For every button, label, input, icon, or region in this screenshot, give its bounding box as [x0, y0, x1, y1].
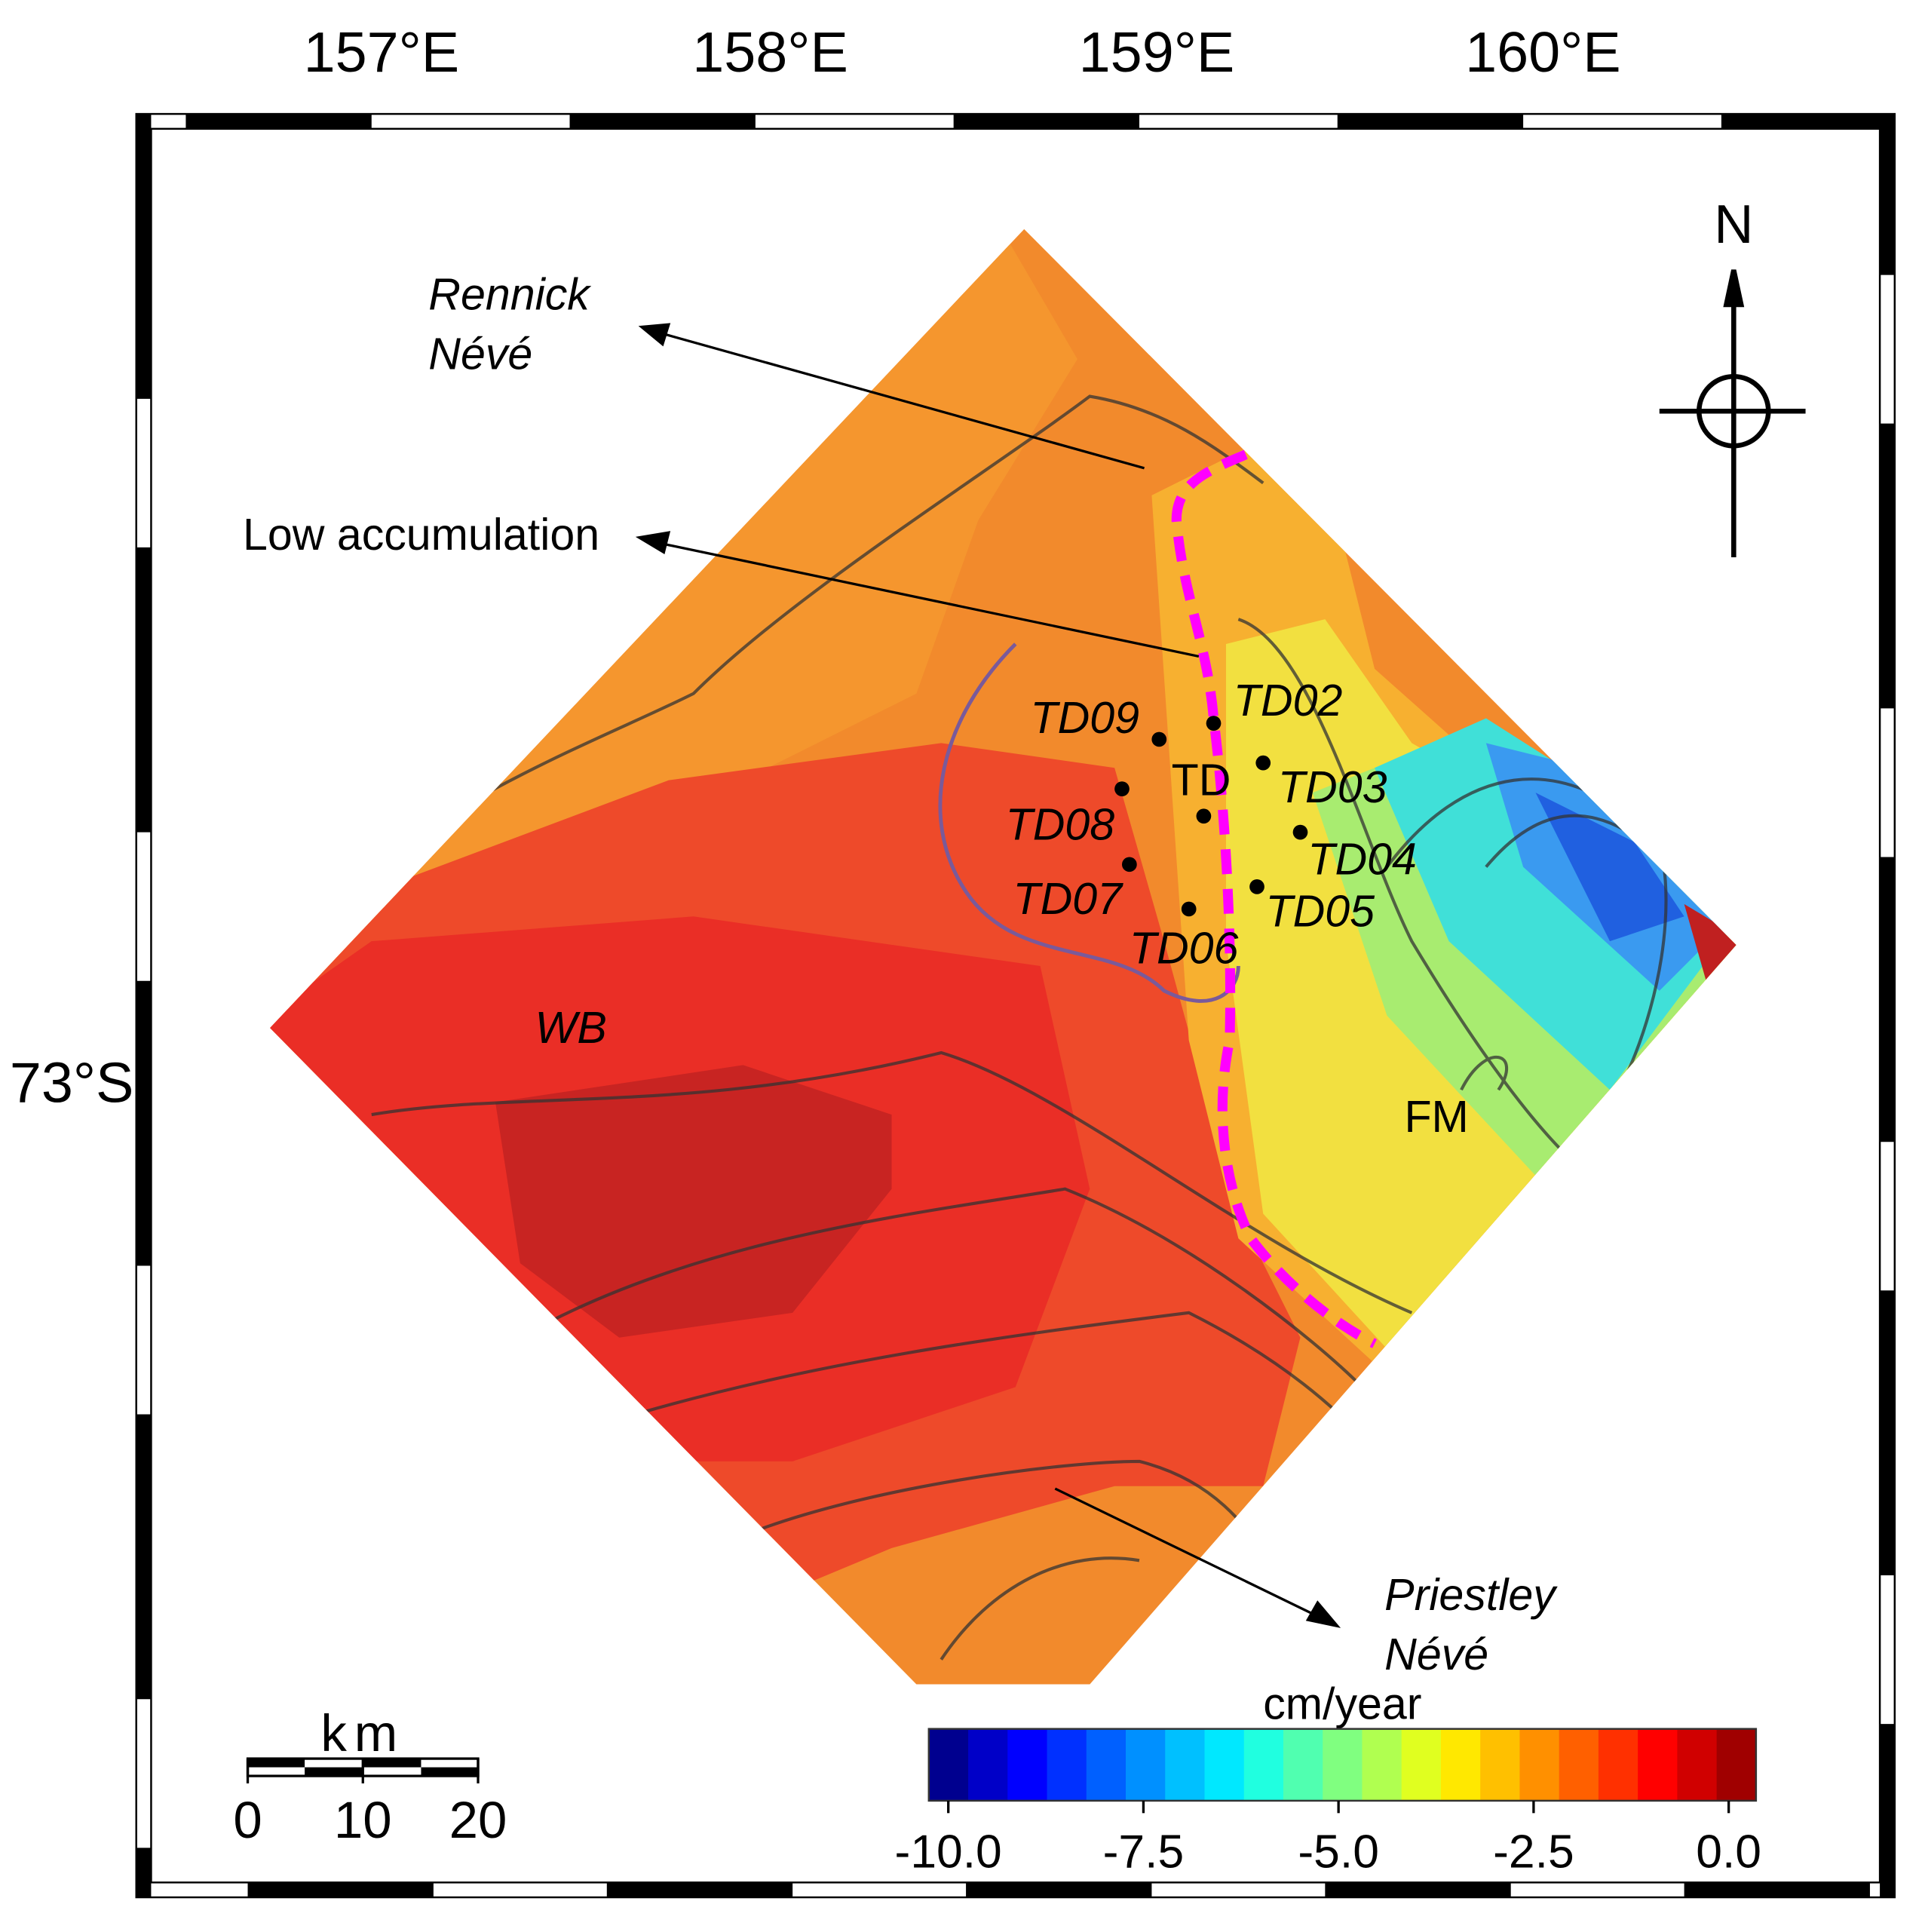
place-label: Névé: [1384, 1629, 1488, 1679]
place-label: FM: [1404, 1091, 1468, 1142]
station-dot: [1122, 857, 1137, 872]
colorbar-title: cm/year: [1263, 1679, 1421, 1729]
station-dot: [1255, 755, 1271, 771]
station-label: TD05: [1266, 885, 1376, 936]
colorbar-swatch: [1480, 1728, 1521, 1801]
map-frame: [135, 112, 1896, 1899]
colorbar-swatch: [1323, 1728, 1363, 1801]
station-label: TD04: [1307, 833, 1417, 884]
north-label: N: [1714, 195, 1753, 255]
station-label: TD02: [1234, 675, 1343, 725]
station-label: TD: [1172, 754, 1231, 805]
accumulation-surface: [270, 228, 1737, 1685]
longitude-label: 159°E: [1079, 21, 1235, 84]
station-dot: [1181, 901, 1197, 917]
longitude-label: 160°E: [1465, 21, 1621, 84]
colorbar-swatch: [1047, 1728, 1087, 1801]
place-label: WB: [535, 1002, 607, 1053]
scale-bar-segment: [305, 1767, 363, 1777]
station-label: TD09: [1030, 692, 1139, 743]
station-label: TD08: [1006, 799, 1115, 849]
colorbar-tick-label: 0.0: [1696, 1826, 1761, 1878]
colorbar-tick-label: -10.0: [895, 1826, 1002, 1878]
station-label: TD06: [1130, 923, 1239, 974]
colorbar-swatch: [928, 1728, 969, 1801]
colorbar-swatch: [1007, 1728, 1048, 1801]
colorbar-swatch: [968, 1728, 1009, 1801]
colorbar-tick-label: -2.5: [1493, 1826, 1574, 1878]
station-dot: [1196, 808, 1212, 824]
scale-bar-segment: [421, 1767, 478, 1777]
station-dot: [1206, 716, 1222, 731]
colorbar-swatch: [1716, 1728, 1757, 1801]
place-label: Névé: [428, 328, 532, 379]
longitude-label: 158°E: [692, 21, 848, 84]
colorbar-swatch: [1440, 1728, 1481, 1801]
boundary-line: [1171, 449, 1377, 1348]
station-dot: [1114, 781, 1130, 797]
colorbar-swatch: [1519, 1728, 1560, 1801]
colorbar-tick-label: -7.5: [1103, 1826, 1185, 1878]
colorbar-swatch: [1559, 1728, 1599, 1801]
colorbar-swatch: [1165, 1728, 1206, 1801]
station-dot: [1292, 824, 1308, 840]
colorbar-swatch: [1677, 1728, 1718, 1801]
colorbar-tick-label: -5.0: [1298, 1826, 1379, 1878]
colorbar-swatch: [1283, 1728, 1324, 1801]
scale-bar-segment: [363, 1759, 421, 1768]
colorbar-swatch: [1086, 1728, 1127, 1801]
colorbar-swatch: [1243, 1728, 1284, 1801]
place-label: Rennick: [428, 269, 592, 320]
colorbar-frame: [927, 1728, 1758, 1802]
station-dot: [1151, 731, 1167, 747]
station-label: TD07: [1013, 873, 1123, 924]
scale-bar-unit: km: [320, 1704, 405, 1762]
annotation-arrows: [635, 323, 1341, 1628]
scale-tick-label: 10: [334, 1791, 392, 1849]
place-label: Low accumulation: [243, 509, 599, 560]
place-label: Priestley: [1384, 1569, 1558, 1620]
north-arrow: [1659, 269, 1806, 558]
station-dot: [1249, 879, 1264, 894]
scale-tick-label: 0: [233, 1791, 262, 1849]
longitude-label: 157°E: [304, 21, 460, 84]
colorbar-swatch: [1362, 1728, 1402, 1801]
scale-bar-segment: [247, 1759, 305, 1768]
colorbar-swatch: [1638, 1728, 1678, 1801]
colorbar-swatch: [1598, 1728, 1638, 1801]
colorbar-swatch: [1401, 1728, 1442, 1801]
latitude-label: 73°S: [10, 1052, 134, 1115]
scale-tick-label: 20: [449, 1791, 507, 1849]
colorbar-swatch: [1204, 1728, 1245, 1801]
station-label: TD03: [1278, 762, 1387, 812]
colorbar-swatch: [1126, 1728, 1166, 1801]
